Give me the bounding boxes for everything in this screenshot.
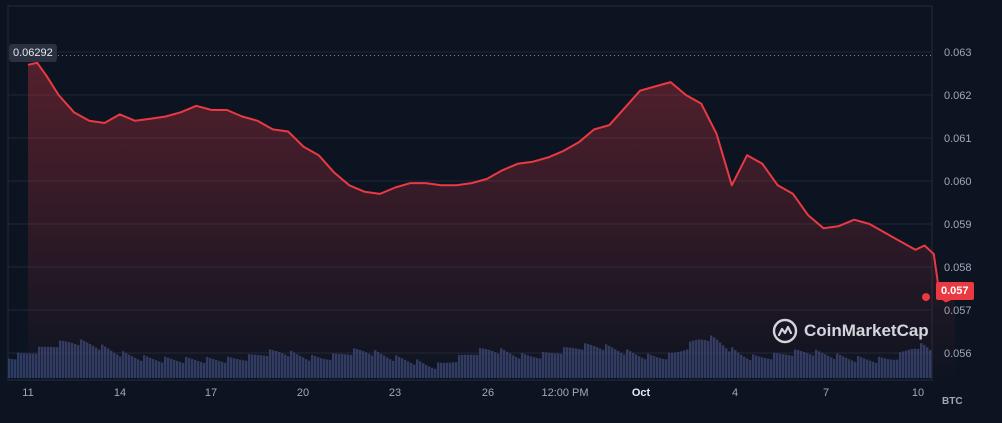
x-axis-ticks: 11 14 17 20 23 26 12:00 PM Oct 4 7 10 <box>22 387 924 399</box>
unit-label: BTC <box>942 396 963 407</box>
volume-bar <box>14 359 17 378</box>
brand-watermark: CoinMarketCap <box>772 318 929 344</box>
coinmarketcap-logo-icon <box>772 318 798 344</box>
y-tick-label: 0.062 <box>944 90 972 102</box>
volume-bar <box>8 358 11 378</box>
y-tick-label: 0.060 <box>944 176 972 188</box>
x-tick-label: 20 <box>297 387 309 399</box>
y-tick-label: 0.058 <box>944 262 972 274</box>
y-tick-label: 0.061 <box>944 133 972 145</box>
price-series-line <box>27 61 956 303</box>
current-price-dot <box>922 293 930 302</box>
current-price-label: 0.057 <box>936 282 974 300</box>
x-tick-label: 4 <box>732 387 738 399</box>
volume-bar <box>23 353 26 378</box>
y-tick-label: 0.063 <box>944 47 972 59</box>
price-line <box>27 61 956 303</box>
y-axis-ticks: 0.063 0.062 0.061 0.060 0.059 0.058 0.057 0.056 <box>944 47 972 360</box>
x-tick-label: 12:00 PM <box>541 387 588 399</box>
volume-bar <box>17 352 20 378</box>
x-tick-label: 17 <box>205 387 217 399</box>
price-area-fill <box>28 62 956 381</box>
x-tick-label: 14 <box>114 387 126 399</box>
x-tick-label: 23 <box>389 387 401 399</box>
y-tick-label: 0.056 <box>944 348 972 360</box>
price-area <box>28 62 956 381</box>
high-price-label: 0.06292 <box>9 44 57 62</box>
x-tick-label: 7 <box>823 387 829 399</box>
volume-bar <box>11 358 14 378</box>
x-tick-label: Oct <box>632 387 651 399</box>
volume-bar <box>26 353 29 378</box>
y-tick-label: 0.057 <box>944 305 972 317</box>
volume-bar <box>20 353 23 378</box>
x-tick-label: 11 <box>22 387 33 399</box>
brand-name: CoinMarketCap <box>804 321 929 340</box>
x-tick-label: 10 <box>912 387 924 399</box>
y-tick-label: 0.059 <box>944 219 972 231</box>
x-tick-label: 26 <box>482 387 494 399</box>
